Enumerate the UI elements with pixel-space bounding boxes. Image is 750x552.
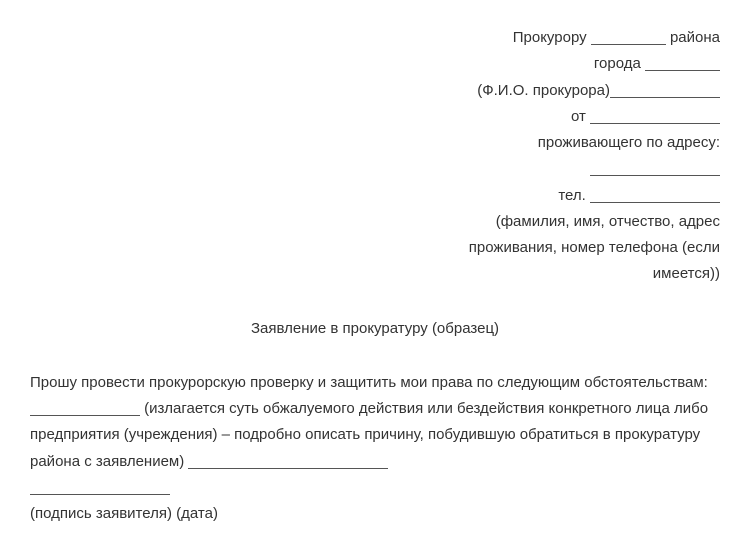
- text-goroda: города: [594, 55, 645, 72]
- addressee-line-2: города: [30, 51, 720, 77]
- blank-tel: [590, 202, 720, 203]
- text-raiona: района: [666, 29, 720, 46]
- text-tel: тел.: [558, 187, 590, 204]
- text-address-label: проживающего по адресу:: [538, 134, 720, 151]
- addressee-line-7: тел.: [30, 183, 720, 209]
- text-prokuroru: Прокурору: [513, 29, 591, 46]
- body-part-2: (излагается суть обжалуемого действия ил…: [30, 400, 708, 470]
- blank-circumstances: [30, 415, 140, 416]
- blank-city: [645, 70, 720, 71]
- addressee-line-6: [30, 156, 720, 182]
- addressee-line-1: Прокурору района: [30, 25, 720, 51]
- blank-from: [590, 123, 720, 124]
- addressee-line-3: (Ф.И.О. прокурора): [30, 78, 720, 104]
- blank-signature: [30, 494, 170, 495]
- blank-reason: [188, 468, 388, 469]
- addressee-note-1: (фамилия, имя, отчество, адрес: [30, 209, 720, 235]
- addressee-line-4: от: [30, 104, 720, 130]
- blank-district: [591, 44, 666, 45]
- document-header: Прокурору района города (Ф.И.О. прокурор…: [30, 25, 720, 288]
- addressee-line-5: проживающего по адресу:: [30, 130, 720, 156]
- text-ot: от: [571, 108, 590, 125]
- blank-fio: [610, 97, 720, 98]
- blank-address: [590, 175, 720, 176]
- body-part-1: Прошу провести прокурорскую проверку и з…: [30, 374, 708, 391]
- addressee-note-3: имеется)): [30, 261, 720, 287]
- signature-label: (подпись заявителя) (дата): [30, 505, 218, 522]
- text-fio-label: (Ф.И.О. прокурора): [477, 82, 610, 99]
- document-title: Заявление в прокуратуру (образец): [30, 316, 720, 342]
- document-body: Прошу провести прокурорскую проверку и з…: [30, 370, 720, 528]
- addressee-note-2: проживания, номер телефона (если: [30, 235, 720, 261]
